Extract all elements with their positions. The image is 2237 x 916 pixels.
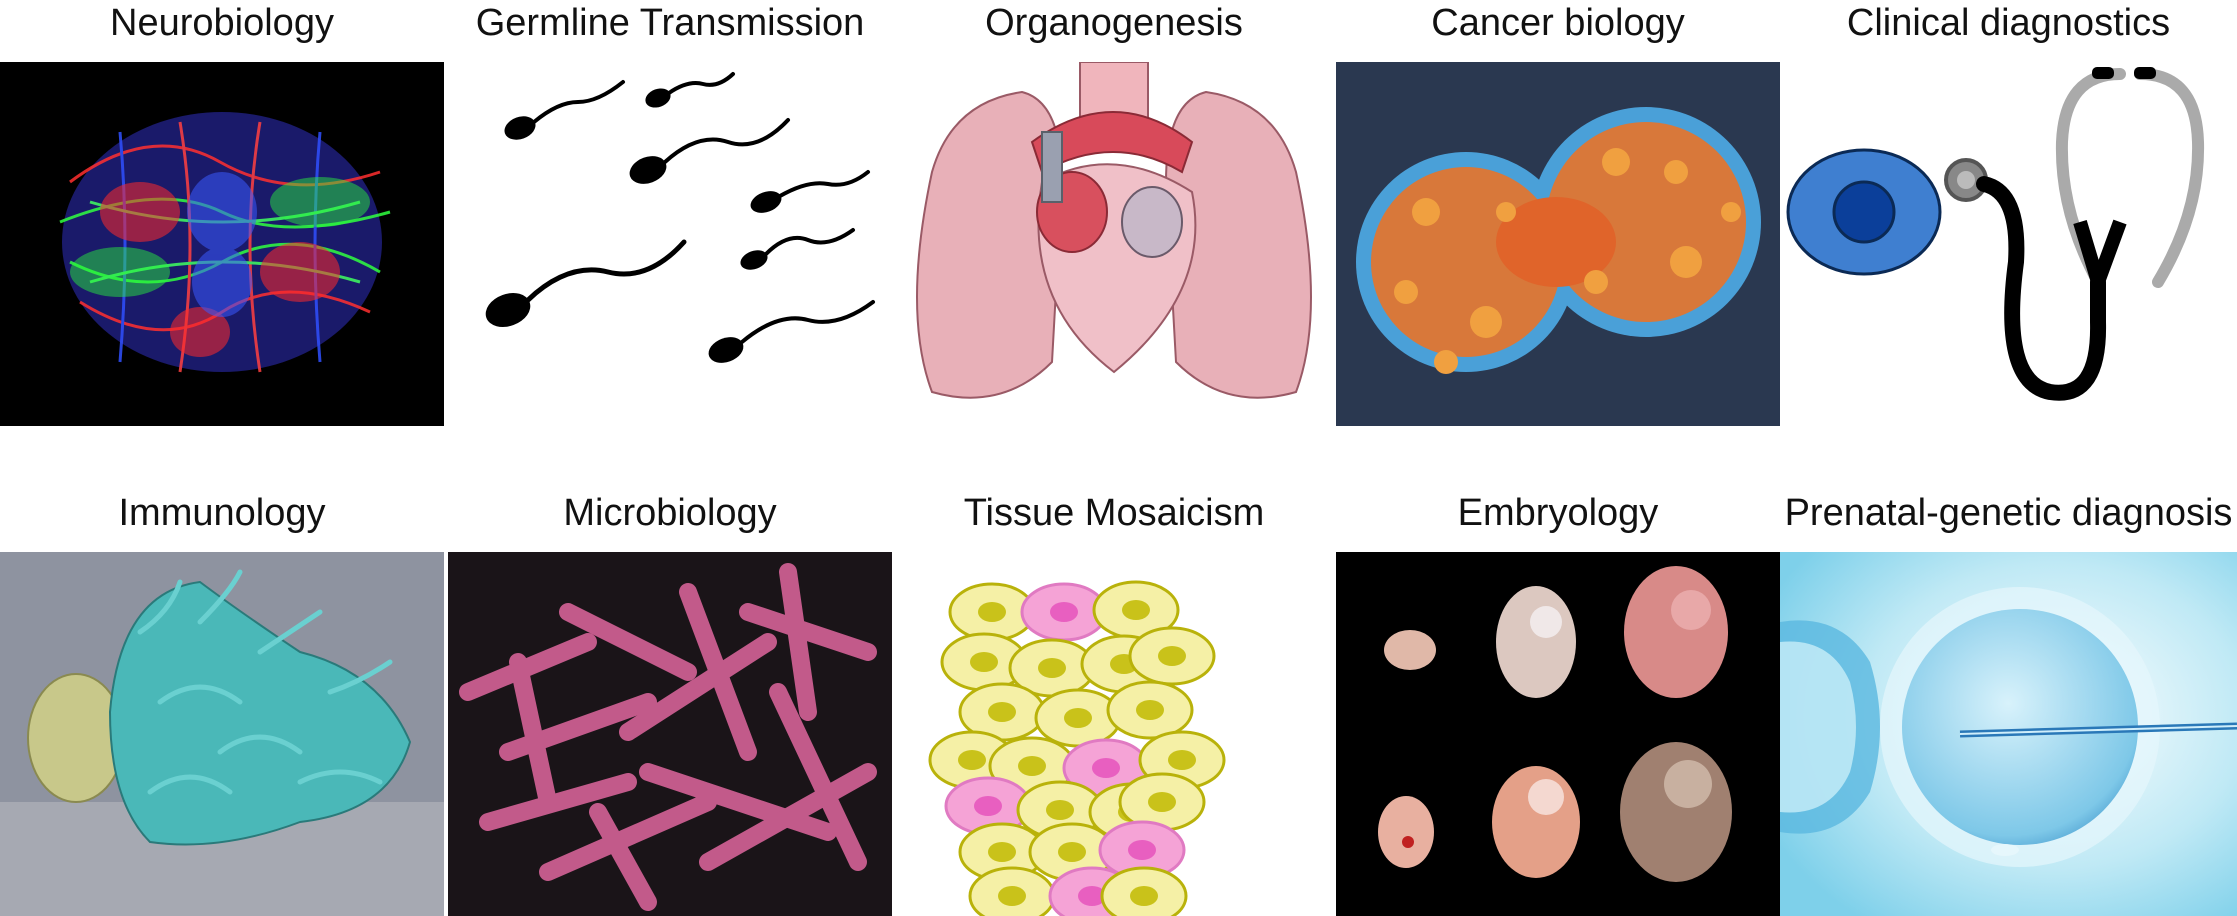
stethoscope-icon [1780, 62, 2237, 426]
heart-lungs-icon [892, 62, 1336, 426]
mosaic-cell-nucleus [998, 886, 1026, 906]
mosaic-cell-nucleus [978, 602, 1006, 622]
mosaic-cell-nucleus [1018, 756, 1046, 776]
mosaic-cell-nucleus [1078, 886, 1106, 906]
caption-embryology: Embryology [1457, 492, 1659, 534]
caption-prenatal-genetic-diagnosis: Prenatal-genetic diagnosis [1784, 492, 2233, 534]
mosaic-cell-nucleus [1092, 758, 1120, 778]
caption-tissue-mosaicism: Tissue Mosaicism [963, 492, 1265, 534]
oocyte-injection-icon [1780, 552, 2237, 916]
caption-organogenesis: Organogenesis [985, 2, 1243, 44]
immune-cell-icon [0, 552, 444, 916]
mosaic-cell-nucleus [1050, 602, 1078, 622]
caption-microbiology: Microbiology [563, 492, 777, 534]
brain-tractography-icon [0, 62, 444, 426]
mosaic-cell-nucleus [1122, 600, 1150, 620]
mosaic-cell-nucleus [1128, 840, 1156, 860]
mosaic-cell-nucleus [1136, 700, 1164, 720]
mosaic-cell-nucleus [958, 750, 986, 770]
mosaic-cells-icon [892, 552, 1336, 916]
caption-clinical-diagnostics: Clinical diagnostics [1846, 2, 2171, 44]
mosaic-cell-nucleus [974, 796, 1002, 816]
mosaic-cell-nucleus [988, 842, 1016, 862]
mosaic-cell-nucleus [1158, 646, 1186, 666]
caption-immunology: Immunology [118, 492, 326, 534]
mosaic-cell-nucleus [1038, 658, 1066, 678]
embryo-stages-icon [1336, 552, 1780, 916]
dividing-cancer-cell-icon [1336, 62, 1780, 426]
sperm-cells-icon [448, 62, 892, 426]
rod-bacteria-icon [448, 552, 892, 916]
mosaic-cell-nucleus [1064, 708, 1092, 728]
caption-neurobiology: Neurobiology [110, 2, 334, 44]
mosaic-cell-nucleus [988, 702, 1016, 722]
caption-cancer-biology: Cancer biology [1431, 2, 1685, 44]
mosaic-cell-nucleus [1046, 800, 1074, 820]
mosaic-cell-nucleus [1058, 842, 1086, 862]
mosaic-cell-nucleus [970, 652, 998, 672]
mosaic-cell-nucleus [1168, 750, 1196, 770]
caption-germline-transmission: Germline Transmission [475, 2, 865, 44]
mosaic-cell-nucleus [1130, 886, 1158, 906]
mosaic-cell-nucleus [1148, 792, 1176, 812]
